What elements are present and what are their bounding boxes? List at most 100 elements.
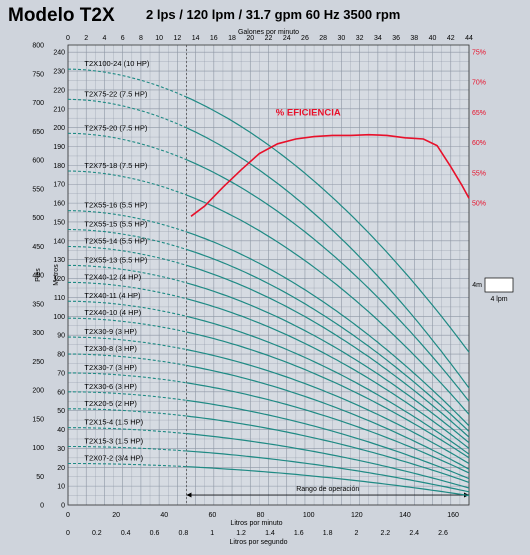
lps-tick-label: 0.4 <box>121 530 131 537</box>
pump-curve-solid <box>186 264 470 438</box>
lps-tick-label: 1.6 <box>294 530 304 537</box>
lps-tick-label: 0.6 <box>150 530 160 537</box>
lps-tick-label: 1.8 <box>323 530 333 537</box>
pump-curve-label: T2X15-4 (1.5 HP) <box>84 418 143 427</box>
pump-curve-solid <box>186 348 470 465</box>
plot-area: 0 2 4 6 8 10 12 14 16 18 20 22 24 26 28 30 32 34 36 38 40 42 4… <box>32 29 514 546</box>
meters-tick-label: 40 <box>57 427 65 434</box>
feet-tick-label: 200 <box>32 388 44 395</box>
top-axis-tick-label: 0 <box>66 35 70 42</box>
feet-tick-label: 300 <box>32 330 44 337</box>
lpm-tick-label: 100 <box>303 512 315 519</box>
pump-curve-label: T2X07-2 (3/4 HP) <box>84 453 143 462</box>
meters-tick-label: 200 <box>53 125 65 132</box>
top-axis-tick-label: 14 <box>192 35 200 42</box>
lps-tick-label: 1.2 <box>236 530 246 537</box>
top-axis-label: Galones por minuto <box>238 29 299 36</box>
efficiency-tick-label: 75% <box>472 50 486 57</box>
lps-tick-label: 2.6 <box>438 530 448 537</box>
feet-tick-label: 400 <box>32 273 44 280</box>
lpm-tick-label: 40 <box>160 512 168 519</box>
meters-tick-label: 130 <box>53 257 65 264</box>
top-axis-tick-label: 36 <box>392 35 400 42</box>
feet-tick-label: 450 <box>32 244 44 251</box>
meters-tick-label: 150 <box>53 219 65 226</box>
pump-curve-dashed <box>68 68 187 98</box>
meters-tick-label: 230 <box>53 69 65 76</box>
meters-tick-label: 180 <box>53 163 65 170</box>
pump-curve-label: T2X75-22 (7.5 HP) <box>84 89 147 98</box>
efficiency-tick-label: 70% <box>472 80 486 87</box>
pump-curve-dashed <box>68 210 187 233</box>
plot-frame <box>67 44 470 506</box>
pump-curve-label: T2X75-20 (7.5 HP) <box>84 123 147 132</box>
chart-subtitle: 2 lps / 120 lpm / 31.7 gpm 60 Hz 3500 rp… <box>146 7 400 22</box>
pump-curve-dashed <box>67 98 187 129</box>
top-axis-tick-label: 10 <box>155 35 163 42</box>
lpm-tick-label: 160 <box>447 512 459 519</box>
pump-curve-solid <box>186 127 470 389</box>
feet-tick-label: 0 <box>40 503 44 510</box>
lpm-tick-label: 80 <box>257 512 265 519</box>
meters-tick-label: 90 <box>57 333 65 340</box>
pump-curve-solid <box>186 364 470 470</box>
meters-tick-label: 110 <box>54 295 65 302</box>
top-axis-tick-label: 32 <box>356 35 364 42</box>
pump-curve-dashed <box>67 170 187 196</box>
feet-tick-label: 50 <box>36 474 44 481</box>
meters-tick-label: 60 <box>57 389 65 396</box>
feet-tick-label: 800 <box>32 43 44 50</box>
scale-box <box>484 277 514 293</box>
pump-curve-label: T2X30-6 (3 HP) <box>84 382 137 391</box>
top-axis-tick-label: 2 <box>84 35 88 42</box>
top-axis-tick-label: 24 <box>283 35 291 42</box>
lps-axis-label: Litros por segundo <box>230 539 288 546</box>
meters-tick-label: 210 <box>53 106 65 113</box>
pump-curve-solid <box>186 433 470 489</box>
top-axis-tick-label: 22 <box>265 35 273 42</box>
pump-curve-label: T2X30-9 (3 HP) <box>84 327 137 336</box>
lps-tick-label: 2 <box>355 530 359 537</box>
pump-curve-label: T2X40-10 (4 HP) <box>84 308 141 317</box>
meters-tick-label: 30 <box>57 446 65 453</box>
pump-curve-label: T2X40-11 (4 HP) <box>84 291 141 300</box>
feet-tick-label: 250 <box>32 359 44 366</box>
pump-curve-label: T2X55-15 (5.5 HP) <box>84 220 147 229</box>
scale-box-m-label: 4m <box>472 282 482 289</box>
meters-tick-label: 80 <box>57 352 65 359</box>
pump-curve-solid <box>186 194 470 415</box>
top-axis-tick-label: 40 <box>429 35 437 42</box>
top-axis-tick-label: 28 <box>319 35 327 42</box>
top-axis-tick-label: 18 <box>228 35 236 42</box>
pump-curve-solid <box>186 415 470 483</box>
top-axis-tick-label: 16 <box>210 35 218 42</box>
lps-tick-label: 0.2 <box>92 530 102 537</box>
feet-tick-label: 600 <box>32 158 44 165</box>
scale-box-lpm-label: 4 lpm <box>490 296 507 303</box>
efficiency-tick-label: 60% <box>472 140 486 147</box>
feet-tick-label: 700 <box>32 100 44 107</box>
feet-tick-label: 750 <box>32 71 44 78</box>
top-axis-tick-label: 8 <box>139 35 143 42</box>
pump-curve-label: T2X30-7 (3 HP) <box>84 363 137 372</box>
feet-tick-label: 100 <box>32 445 44 452</box>
lpm-tick-label: 0 <box>66 512 70 519</box>
lps-tick-label: 1.4 <box>265 530 275 537</box>
top-axis-tick-label: 38 <box>410 35 418 42</box>
feet-axis-label: Pies <box>35 268 42 282</box>
top-axis-tick-label: 30 <box>338 35 346 42</box>
pump-curve-label: T2X75-18 (7.5 HP) <box>84 161 147 170</box>
top-axis-tick-label: 26 <box>301 35 309 42</box>
pump-curve-solid <box>186 315 470 455</box>
top-axis-tick-label: 34 <box>374 35 382 42</box>
feet-tick-label: 650 <box>32 129 44 136</box>
meters-tick-label: 100 <box>53 314 65 321</box>
lps-tick-label: 2.4 <box>409 530 419 537</box>
meters-tick-label: 20 <box>57 465 65 472</box>
meters-axis-label: Metros <box>53 264 60 286</box>
meters-tick-label: 160 <box>53 201 65 208</box>
meters-tick-label: 190 <box>53 144 65 151</box>
meters-tick-label: 50 <box>57 408 65 415</box>
